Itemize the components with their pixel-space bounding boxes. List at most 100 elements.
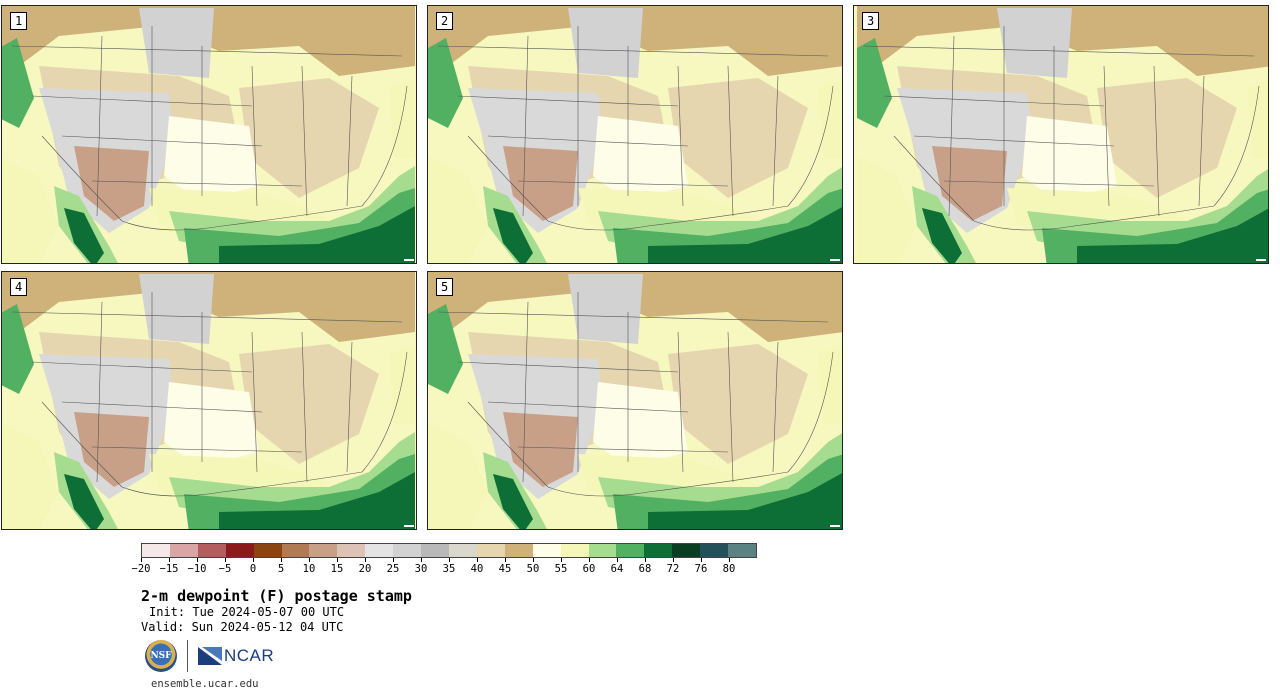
dewpoint-region (389, 78, 415, 158)
colorbar-tick-label: 25 (386, 563, 400, 575)
state-border (522, 35, 529, 217)
map-panel-4[interactable]: 4 (1, 271, 417, 530)
colorbar-cell (281, 544, 310, 557)
state-border (61, 135, 263, 147)
colorbar-tick-label: 45 (498, 563, 512, 575)
colorbar-tick (421, 558, 422, 562)
colorbar-cell (365, 544, 394, 557)
colorbar-tick-label: 60 (582, 563, 596, 575)
state-border (517, 180, 729, 187)
dewpoint-region (857, 38, 892, 128)
colorbar-tick-label: 76 (694, 563, 708, 575)
state-border (893, 85, 1260, 231)
state-border (31, 95, 253, 107)
state-border (467, 85, 834, 231)
dewpoint-region (164, 382, 259, 467)
colorbar-cell (532, 544, 561, 557)
state-border (346, 341, 353, 473)
colorbar-cell (309, 544, 338, 557)
ncar-logo-text: NCAR (224, 646, 275, 665)
colorbar-tick (645, 558, 646, 562)
state-border (1103, 65, 1110, 207)
colorbar-tick (169, 558, 170, 562)
state-border (943, 180, 1155, 187)
dewpoint-region (668, 344, 808, 464)
state-border (487, 401, 689, 413)
dewpoint-region (997, 8, 1072, 78)
state-border (517, 446, 729, 453)
state-border (727, 65, 734, 217)
colorbar-tick (617, 558, 618, 562)
colorbar-ticks: −20 −15 −10 −5 0 5 10 15 20 25 30 35 40 45 50 55 60 64 68 7… (132, 558, 757, 578)
dewpoint-map-1 (2, 6, 415, 263)
dewpoint-region (139, 274, 214, 344)
panel-number-1: 1 (10, 12, 28, 30)
state-border (91, 446, 303, 453)
colorbar-tick (393, 558, 394, 562)
state-border (251, 331, 258, 473)
dewpoint-region (857, 156, 917, 263)
nsf-logo-text: NSF (150, 651, 172, 661)
logo-divider (187, 640, 188, 672)
dewpoint-region (668, 78, 808, 198)
dewpoint-region (568, 274, 643, 344)
dewpoint-map-2 (428, 6, 842, 263)
colorbar-tick-label: 68 (638, 563, 652, 575)
dewpoint-region (922, 208, 962, 263)
dewpoint-region (1097, 78, 1237, 198)
state-border (913, 135, 1115, 147)
valid-time: Valid: Sun 2024-05-12 04 UTC (141, 620, 344, 634)
colorbar-cell (253, 544, 282, 557)
dewpoint-region (389, 344, 415, 424)
colorbar-tick-label: 30 (414, 563, 428, 575)
dewpoint-region (74, 146, 149, 221)
dewpoint-region (493, 474, 533, 529)
map-panel-5[interactable]: 5 (427, 271, 843, 530)
state-border (346, 75, 353, 207)
colorbar-tick (197, 558, 198, 562)
map-corner-mark (404, 259, 414, 261)
state-border (487, 135, 689, 147)
state-border (457, 361, 679, 373)
colorbar-tick (309, 558, 310, 562)
colorbar-tick-label: 15 (330, 563, 344, 575)
state-border (11, 45, 403, 57)
colorbar-tick-label: 35 (442, 563, 456, 575)
colorbar-cell (142, 544, 170, 557)
dewpoint-region (818, 78, 842, 158)
map-panel-3[interactable]: 3 (853, 5, 1269, 264)
state-border (61, 401, 263, 413)
state-border (948, 35, 955, 217)
colorbar-tick-label: 40 (470, 563, 484, 575)
dewpoint-region (74, 412, 149, 487)
dewpoint-region (593, 116, 688, 201)
map-panel-1[interactable]: 1 (1, 5, 417, 264)
state-border (251, 65, 258, 207)
colorbar-tick (281, 558, 282, 562)
state-border (522, 301, 529, 483)
dewpoint-region (428, 38, 463, 128)
dewpoint-region (164, 116, 259, 201)
colorbar-tick (533, 558, 534, 562)
colorbar-tick (477, 558, 478, 562)
dewpoint-map-4 (2, 272, 415, 529)
map-corner-mark (830, 525, 840, 527)
site-url[interactable]: ensemble.ucar.edu (151, 678, 259, 690)
colorbar-tick (589, 558, 590, 562)
state-border (457, 95, 679, 107)
map-corner-mark (1256, 259, 1266, 261)
state-border (772, 341, 779, 473)
colorbar-cell (672, 544, 701, 557)
logo-row: NSF NCAR (145, 638, 274, 674)
colorbar-tick-label: 50 (526, 563, 540, 575)
colorbar-tick (729, 558, 730, 562)
colorbar-tick (365, 558, 366, 562)
state-border (301, 65, 308, 217)
state-border (96, 35, 103, 217)
dewpoint-region (503, 146, 578, 221)
colorbar-tick-label: −15 (159, 563, 179, 575)
colorbar-cell (393, 544, 422, 557)
dewpoint-region (493, 208, 533, 263)
state-border (677, 331, 684, 473)
map-panel-2[interactable]: 2 (427, 5, 843, 264)
